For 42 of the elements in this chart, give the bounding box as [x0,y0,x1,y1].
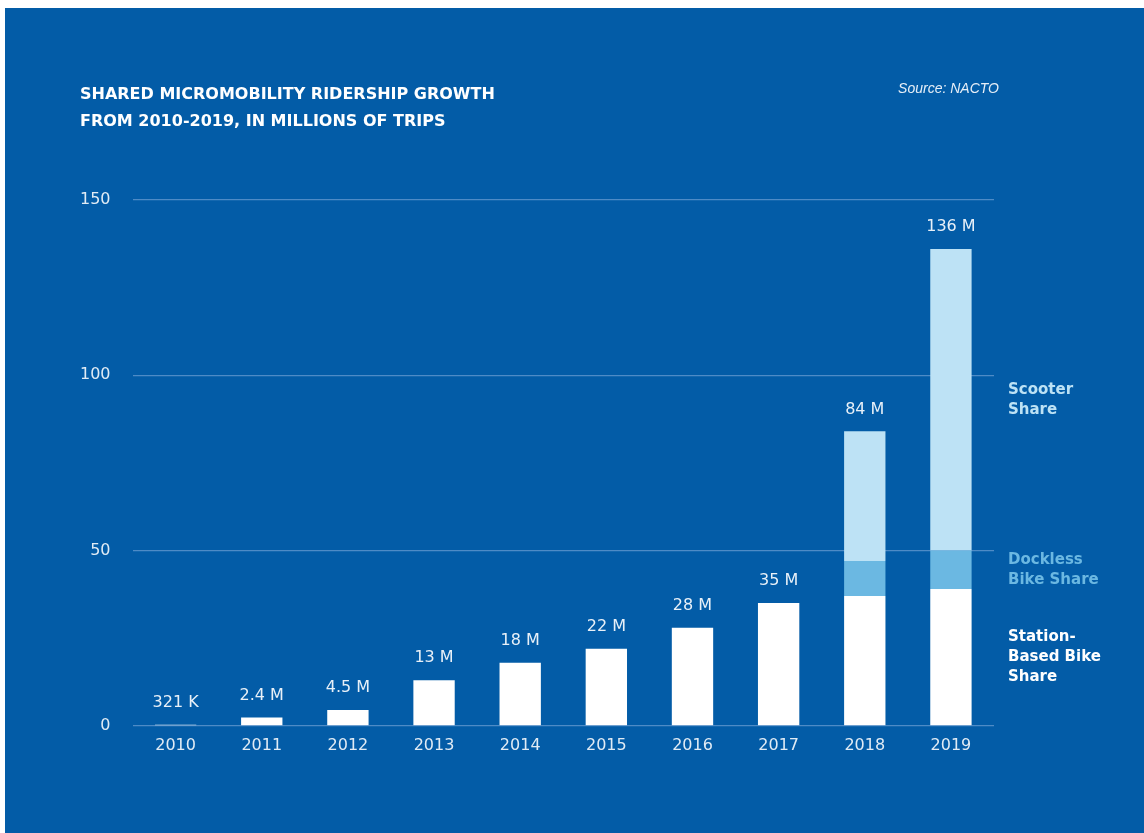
chart-title: SHARED MICROMOBILITY RIDERSHIP GROWTH FROM 2010-2019, IN MILLIONS OF TRIPS [80,83,496,132]
y-tick-label: 50 [90,539,111,559]
total-label: 22 M [586,615,626,635]
x-tick-label: 2016 [672,734,713,754]
x-tick-label: 2017 [758,734,799,754]
total-label: 4.5 M [325,677,371,697]
bar [327,710,369,726]
text: Scooter Share [1008,379,1074,418]
y-tick-label: 100 [79,364,111,384]
total-label: 2.4 M [239,684,284,704]
bar [930,249,972,551]
total-label: 28 M [672,594,713,614]
bar [930,589,972,726]
text: Dockless Bike Share [1008,549,1099,588]
bar [844,561,886,597]
x-tick-label: 2015 [585,734,627,754]
x-tick-label: 2011 [241,734,283,754]
x-tick-label: 2018 [844,734,886,754]
bar [413,680,455,726]
bar [930,550,972,590]
bar [671,627,714,726]
bar [585,648,628,726]
bar [241,717,283,726]
text: Station-Based Bike Share [1008,627,1101,686]
bar [844,431,886,562]
x-tick-label: 2014 [499,734,541,754]
source-note: Source: NACTO [898,80,999,96]
x-tick-label: 2010 [155,734,196,754]
bar [757,603,800,726]
total-label: 35 M [759,570,799,590]
y-tick-label: 0 [100,714,111,734]
x-tick-label: 2019 [930,734,972,754]
bar [844,596,886,726]
total-label: 13 M [414,647,454,667]
total-label: 84 M [845,398,885,418]
total-label: 18 M [500,629,540,649]
x-tick-label: 2013 [413,734,455,754]
total-label: 136 M [926,216,976,236]
y-tick-label: 150 [79,189,111,209]
total-label: 321 K [152,691,200,711]
bar [499,662,541,726]
x-tick-label: 2012 [327,734,369,754]
